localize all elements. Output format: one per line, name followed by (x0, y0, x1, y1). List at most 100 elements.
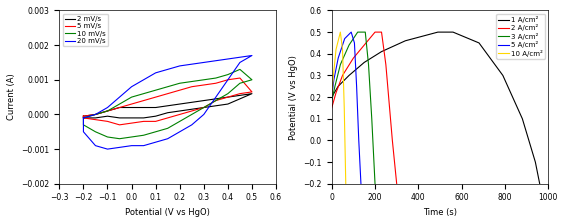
Line: 10 A/cm²: 10 A/cm² (332, 32, 346, 184)
2 mV/s (188, 108, 195, 111)
5 A/cm² (331, 78, 337, 81)
2 mV/s (80, 115, 87, 118)
2 mV/s (128, 116, 135, 119)
5 mV/s (92, 118, 99, 121)
2 mV/s (201, 106, 207, 109)
5 mV/s (80, 115, 87, 118)
20 mV/s (188, 123, 195, 126)
10 mV/s (249, 78, 255, 81)
2 mV/s (92, 113, 99, 116)
10 mV/s (152, 89, 159, 92)
X-axis label: Time (s): Time (s) (423, 208, 457, 217)
10 mV/s (224, 73, 231, 76)
2 mV/s (224, 96, 231, 99)
20 mV/s (140, 144, 147, 147)
2 A/cm² (389, 139, 396, 142)
20 mV/s (164, 137, 171, 140)
5 mV/s (128, 122, 135, 125)
10 A/cm² (328, 96, 335, 99)
5 A/cm² (335, 57, 342, 59)
2 mV/s (237, 97, 244, 100)
5 mV/s (224, 96, 231, 99)
5 mV/s (92, 113, 99, 116)
Line: 2 A/cm²: 2 A/cm² (332, 32, 397, 184)
20 mV/s (152, 71, 159, 74)
10 mV/s (80, 116, 87, 119)
5 mV/s (164, 92, 171, 95)
20 mV/s (80, 116, 87, 119)
1 A/cm² (328, 96, 335, 99)
20 mV/s (188, 63, 195, 66)
20 mV/s (104, 106, 111, 109)
2 mV/s (164, 111, 171, 114)
3 A/cm² (332, 85, 338, 88)
2 mV/s (80, 115, 87, 118)
X-axis label: Potential (V vs HgO): Potential (V vs HgO) (125, 208, 210, 217)
2 mV/s (104, 115, 111, 118)
2 mV/s (212, 97, 219, 100)
2 mV/s (176, 103, 183, 105)
5 mV/s (152, 96, 159, 99)
10 mV/s (116, 103, 123, 105)
2 mV/s (92, 116, 99, 119)
1 A/cm² (378, 50, 385, 53)
10 mV/s (80, 123, 87, 126)
2 mV/s (224, 103, 231, 105)
10 mV/s (188, 80, 195, 83)
10 A/cm² (341, 107, 347, 109)
2 mV/s (249, 92, 255, 95)
5 mV/s (164, 116, 171, 119)
10 A/cm² (337, 31, 344, 33)
20 mV/s (201, 61, 207, 64)
Line: 10 mV/s: 10 mV/s (84, 69, 252, 139)
1 A/cm² (335, 85, 342, 88)
Legend: 1 A/cm², 2 A/cm², 3 A/cm², 5 A/cm², 10 A/cm²: 1 A/cm², 2 A/cm², 3 A/cm², 5 A/cm², 10 A… (497, 14, 545, 59)
Y-axis label: Current (A): Current (A) (7, 74, 16, 121)
1 A/cm² (346, 74, 353, 77)
10 mV/s (224, 92, 231, 95)
5 mV/s (224, 78, 231, 81)
10 mV/s (116, 137, 123, 140)
20 mV/s (164, 68, 171, 71)
Legend: 2 mV/s, 5 mV/s, 10 mV/s, 20 mV/s: 2 mV/s, 5 mV/s, 10 mV/s, 20 mV/s (63, 14, 108, 46)
10 A/cm² (333, 48, 340, 51)
5 mV/s (176, 89, 183, 92)
2 A/cm² (378, 31, 385, 33)
10 mV/s (80, 116, 87, 119)
1 A/cm² (536, 182, 543, 185)
10 A/cm² (342, 182, 349, 185)
5 A/cm² (355, 139, 362, 142)
2 mV/s (104, 110, 111, 112)
20 mV/s (104, 148, 111, 151)
5 mV/s (176, 113, 183, 116)
1 A/cm² (499, 74, 506, 77)
5 A/cm² (353, 85, 360, 88)
3 A/cm² (337, 63, 344, 66)
2 A/cm² (393, 182, 400, 185)
2 mV/s (140, 106, 147, 109)
5 mV/s (116, 106, 123, 109)
3 A/cm² (354, 31, 361, 33)
2 mV/s (237, 94, 244, 97)
1 A/cm² (519, 117, 526, 120)
3 A/cm² (362, 31, 369, 33)
10 mV/s (152, 130, 159, 133)
5 mV/s (116, 123, 123, 126)
10 mV/s (140, 134, 147, 137)
10 mV/s (176, 82, 183, 85)
10 mV/s (128, 96, 135, 99)
20 mV/s (249, 54, 255, 57)
3 A/cm² (346, 44, 353, 46)
2 mV/s (152, 106, 159, 109)
10 mV/s (249, 78, 255, 81)
1 A/cm² (532, 161, 539, 164)
3 A/cm² (365, 63, 372, 66)
20 mV/s (249, 54, 255, 57)
2 A/cm² (361, 44, 368, 46)
2 mV/s (188, 101, 195, 104)
5 mV/s (188, 85, 195, 88)
2 mV/s (80, 116, 87, 119)
1 A/cm² (361, 61, 368, 64)
20 mV/s (212, 96, 219, 99)
20 mV/s (212, 59, 219, 62)
